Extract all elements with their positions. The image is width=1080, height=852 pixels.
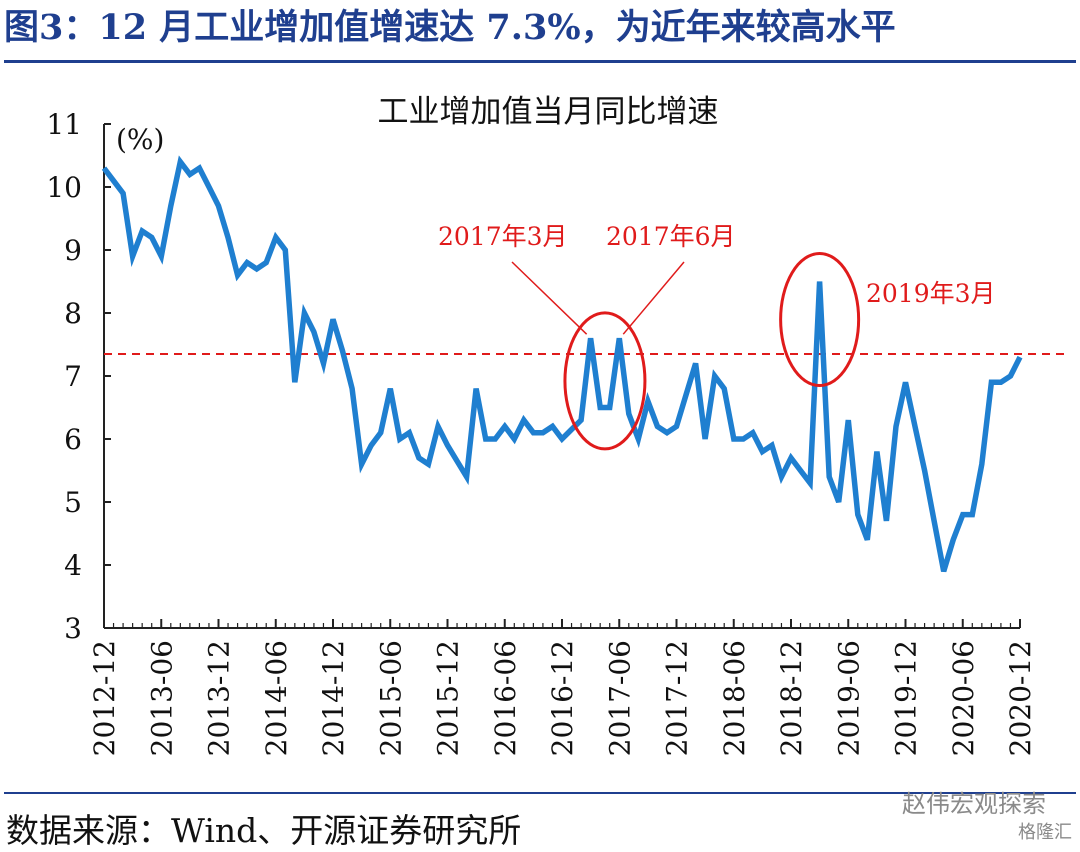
x-tick-label: 2013-12 xyxy=(203,640,236,756)
y-unit-label: (%) xyxy=(116,123,164,156)
series-line xyxy=(101,155,1023,573)
y-tick-label: 10 xyxy=(46,171,82,204)
x-tick-label: 2018-12 xyxy=(775,640,808,756)
source-note: 数据来源：Wind、开源证券研究所 xyxy=(6,811,522,850)
y-tick-label: 6 xyxy=(64,423,82,456)
title-rule xyxy=(4,60,1076,63)
x-tick-label: 2015-12 xyxy=(432,640,465,756)
x-tick-label: 2019-06 xyxy=(832,640,865,756)
chart-title: 工业增加值当月同比增速 xyxy=(378,94,719,130)
x-tick-label: 2012-12 xyxy=(88,640,121,756)
annotations: 2017年3月 2017年6月 2019年3月 xyxy=(438,222,996,451)
y-tick-label: 3 xyxy=(64,612,82,645)
x-tick-label: 2017-06 xyxy=(603,640,636,756)
y-tick-label: 5 xyxy=(64,486,82,519)
highlight-ellipse-2019 xyxy=(779,252,861,387)
watermark-sub: 格隆汇 xyxy=(1018,822,1072,843)
x-tick-label: 2016-06 xyxy=(489,640,522,756)
y-tick-label: 8 xyxy=(64,297,82,330)
watermark: 赵伟宏观探索 xyxy=(902,790,1046,818)
series-polyline xyxy=(101,155,1023,573)
line-chart: 工业增加值当月同比增速 (%) 3 4 5 6 7 8 9 10 11 2012-12 2013-0… xyxy=(46,94,1070,756)
x-tick-label: 2020-12 xyxy=(1004,640,1037,756)
highlight-ellipse-2017 xyxy=(563,311,647,451)
x-tick-label: 2015-06 xyxy=(374,640,407,756)
annotation-leader-2017-06 xyxy=(622,261,685,335)
source-rule xyxy=(4,792,1076,794)
x-tick-label: 2018-06 xyxy=(718,640,751,756)
x-tick-label: 2014-06 xyxy=(260,640,293,756)
x-tick-label: 2019-12 xyxy=(890,640,923,756)
annotation-leader-2017-03 xyxy=(511,261,588,335)
y-tick-label: 9 xyxy=(64,234,82,267)
x-tick-label: 2014-12 xyxy=(317,640,350,756)
y-tick-label: 7 xyxy=(64,360,82,393)
axes: 3 4 5 6 7 8 9 10 11 2012-12 2013-06 2013-12 2014-06 2… xyxy=(46,108,1037,756)
annotation-2017-06: 2017年6月 xyxy=(606,222,736,251)
x-tick-label: 2020-06 xyxy=(947,640,980,756)
annotation-2019-03: 2019年3月 xyxy=(866,279,996,308)
figure-title: 图3：12 月工业增加值增速达 7.3%，为近年来较高水平 xyxy=(4,7,896,48)
y-tick-label: 11 xyxy=(46,108,82,141)
x-tick-label: 2016-12 xyxy=(546,640,579,756)
x-tick-label: 2017-12 xyxy=(661,640,694,756)
annotation-2017-03: 2017年3月 xyxy=(438,222,568,251)
y-tick-label: 4 xyxy=(64,549,82,582)
x-tick-label: 2013-06 xyxy=(145,640,178,756)
